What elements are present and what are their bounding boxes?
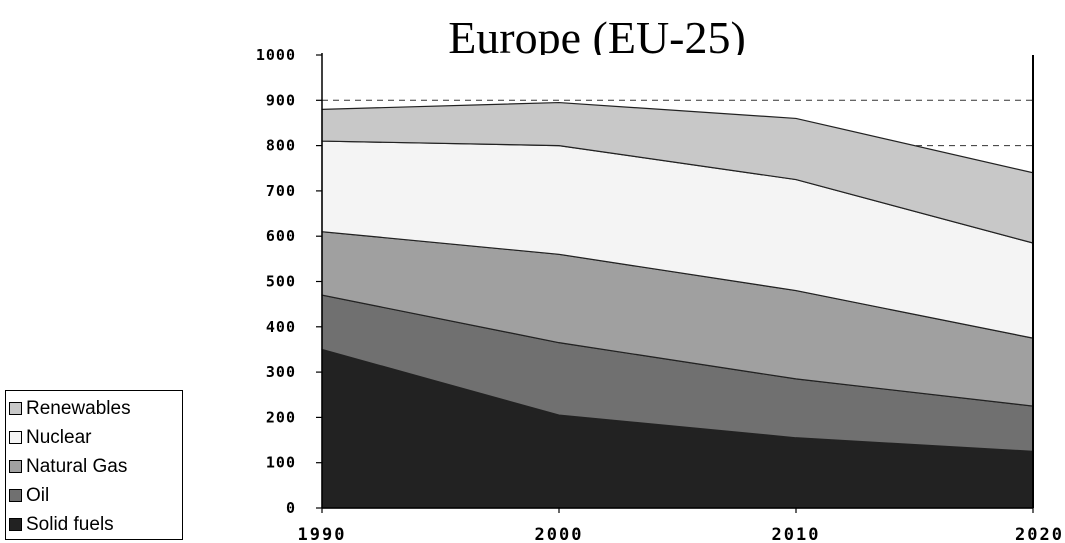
y-tick-label: 1000 [256, 46, 296, 64]
y-tick-label: 100 [266, 454, 296, 472]
x-tick-label: 2020 [1015, 525, 1064, 543]
legend-label: Nuclear [26, 426, 92, 448]
y-tick-label: 200 [266, 408, 296, 426]
y-tick-label: 500 [266, 273, 296, 291]
y-tick-label: 900 [266, 91, 296, 109]
x-tick-label: 1990 [298, 525, 347, 543]
stacked-areas [321, 101, 1034, 509]
y-tick-label: 700 [266, 182, 296, 200]
y-tick-label: 600 [266, 227, 296, 245]
y-tick-label: 400 [266, 318, 296, 336]
legend-item-nuclear: Nuclear [9, 423, 182, 452]
x-tick-label: 2010 [772, 525, 821, 543]
legend-swatch [9, 402, 22, 415]
y-tick-label: 800 [266, 137, 296, 155]
x-axis: 1990 2000 2010 2020 [298, 508, 1064, 543]
legend-swatch [9, 489, 22, 502]
y-tick-label: 0 [286, 499, 296, 517]
legend: Renewables Nuclear Natural Gas Oil Solid fue… [5, 390, 183, 540]
y-axis: 0 100 200 300 400 500 600 700 800 900 1000 [256, 46, 322, 517]
legend-item-oil: Oil [9, 481, 182, 510]
legend-label: Natural Gas [26, 455, 128, 477]
legend-item-natural-gas: Natural Gas [9, 452, 182, 481]
legend-label: Solid fuels [26, 513, 114, 535]
y-tick-label: 300 [266, 363, 296, 381]
legend-swatch [9, 518, 22, 531]
plot-frame [321, 53, 1034, 509]
x-tick-label: 2000 [535, 525, 584, 543]
legend-label: Renewables [26, 397, 131, 419]
chart-title: Europe (EU-25) [448, 12, 746, 63]
legend-label: Oil [26, 484, 50, 506]
legend-swatch [9, 460, 22, 473]
legend-item-renewables: Renewables [9, 394, 182, 423]
legend-item-solid-fuels: Solid fuels [9, 510, 182, 539]
legend-swatch [9, 431, 22, 444]
